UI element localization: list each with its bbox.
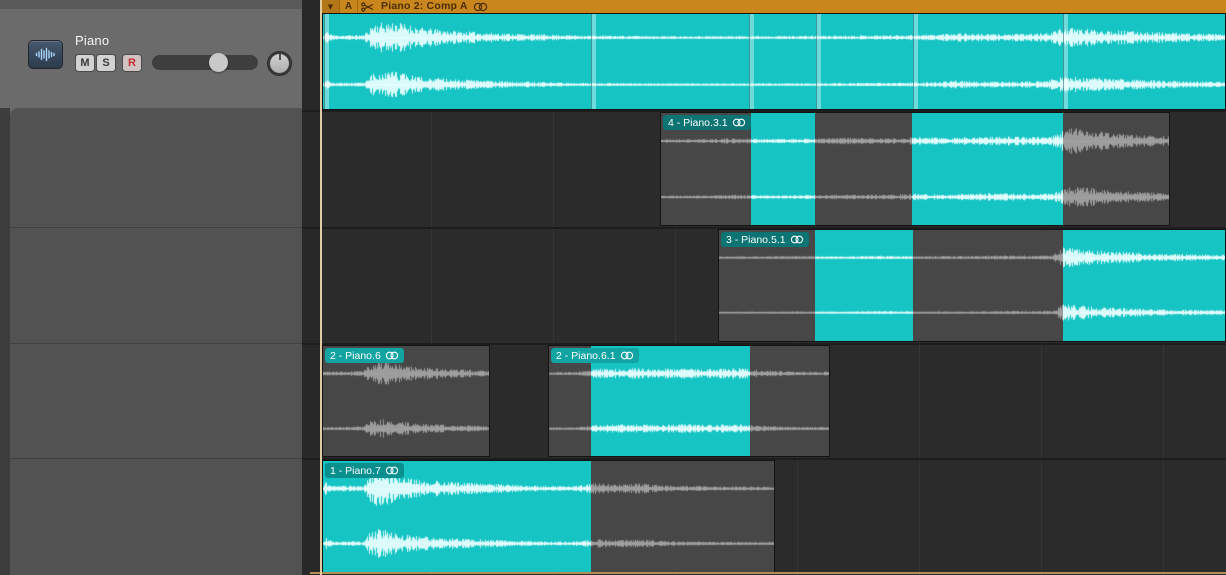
header-separator xyxy=(357,0,358,13)
volume-slider-thumb[interactable] xyxy=(209,53,228,72)
take-region-label: 4 - Piano.3.1 xyxy=(668,116,728,129)
lane-divider-line xyxy=(302,227,1226,229)
take-region-badge[interactable]: 2 - Piano.6.1 xyxy=(551,348,639,363)
lane-header-divider xyxy=(10,227,302,228)
comp-track-title[interactable]: Piano 2: Comp A xyxy=(381,0,468,12)
comp-track-header: ▼ A Piano 2: Comp A xyxy=(322,0,1226,13)
bar-grid-line xyxy=(797,110,798,575)
take-region-badge[interactable]: 3 - Piano.5.1 xyxy=(721,232,809,247)
take-region[interactable]: 2 - Piano.6.1 xyxy=(548,345,830,457)
waveform xyxy=(591,401,750,456)
comp-selected-section[interactable] xyxy=(1063,230,1225,341)
playhead[interactable] xyxy=(320,0,322,575)
take-region-label: 1 - Piano.7 xyxy=(330,464,381,477)
waveform-glyph xyxy=(35,47,55,62)
track-name[interactable]: Piano xyxy=(75,33,110,48)
take-region[interactable]: 3 - Piano.5.1 xyxy=(718,229,1226,342)
section-divider xyxy=(324,14,329,109)
waveform xyxy=(815,285,913,340)
take-region-label: 2 - Piano.6 xyxy=(330,349,381,362)
audio-waveform-icon[interactable] xyxy=(28,40,63,69)
lane-divider-line xyxy=(302,458,1226,460)
stereo-circles-icon xyxy=(385,466,399,475)
waveform xyxy=(323,14,1225,61)
stereo-circles-icon xyxy=(732,118,746,127)
take-region[interactable]: 4 - Piano.3.1 xyxy=(660,112,1170,226)
bar-grid-line xyxy=(919,110,920,575)
comp-selected-section[interactable] xyxy=(751,113,815,225)
take-region[interactable]: 1 - Piano.7 xyxy=(322,460,775,573)
bar-grid-line xyxy=(431,110,432,575)
waveform xyxy=(1063,285,1225,340)
bar-grid-line xyxy=(1041,110,1042,575)
lane-divider-line xyxy=(302,110,1226,112)
take-region-badge[interactable]: 1 - Piano.7 xyxy=(325,463,404,478)
disclosure-triangle-button[interactable]: ▼ xyxy=(322,0,339,13)
volume-slider[interactable] xyxy=(152,53,258,72)
waveform xyxy=(1063,230,1225,285)
waveform xyxy=(323,401,489,456)
waveform xyxy=(751,113,815,169)
triangle-down-icon: ▼ xyxy=(327,2,334,11)
stereo-circles-icon xyxy=(385,351,399,360)
waveform xyxy=(912,169,1063,225)
waveform xyxy=(323,516,591,571)
section-divider xyxy=(816,14,821,109)
waveform xyxy=(815,230,913,285)
comp-selected-section[interactable] xyxy=(815,230,913,341)
take-area-bottom-line xyxy=(310,572,1226,574)
bar-grid-line xyxy=(553,110,554,575)
track-list-top-band xyxy=(0,0,302,9)
track-header-piano[interactable]: Piano M S R xyxy=(0,9,302,108)
lane-divider-line xyxy=(302,343,1226,345)
pan-knob[interactable] xyxy=(267,51,292,76)
take-region-label: 3 - Piano.5.1 xyxy=(726,233,786,246)
comp-a-button[interactable]: A xyxy=(340,0,357,13)
track-list-divider xyxy=(302,0,322,575)
lane-header-divider xyxy=(10,343,302,344)
stereo-circles-icon xyxy=(790,235,804,244)
waveform xyxy=(323,61,1225,108)
stereo-circles-icon xyxy=(473,2,488,12)
waveform xyxy=(912,113,1063,169)
bar-grid-line xyxy=(1163,110,1164,575)
pan-knob-face xyxy=(270,54,289,73)
solo-button[interactable]: S xyxy=(96,54,116,72)
comp-selected-section[interactable] xyxy=(323,461,591,572)
track-list: Piano M S R xyxy=(0,0,302,575)
take-region-badge[interactable]: 4 - Piano.3.1 xyxy=(663,115,751,130)
take-region[interactable]: 2 - Piano.6 xyxy=(322,345,490,457)
stereo-circles-icon xyxy=(620,351,634,360)
header-separator xyxy=(339,0,340,13)
take-region-label: 2 - Piano.6.1 xyxy=(556,349,616,362)
take-region-badge[interactable]: 2 - Piano.6 xyxy=(325,348,404,363)
take-lane-header-area xyxy=(10,108,302,575)
lane-header-divider xyxy=(10,458,302,459)
pan-knob-indicator xyxy=(278,54,281,60)
track-list-left-strip xyxy=(0,108,10,575)
comp-selected-section[interactable] xyxy=(912,113,1063,225)
bar-grid-line xyxy=(675,110,676,575)
section-divider xyxy=(591,14,596,109)
section-divider xyxy=(749,14,754,109)
record-enable-button[interactable]: R xyxy=(122,54,142,72)
section-divider xyxy=(913,14,918,109)
scissors-icon[interactable] xyxy=(361,1,374,12)
comp-region[interactable] xyxy=(322,13,1226,110)
waveform xyxy=(751,169,815,225)
mute-button[interactable]: M xyxy=(75,54,95,72)
section-divider xyxy=(1063,14,1068,109)
